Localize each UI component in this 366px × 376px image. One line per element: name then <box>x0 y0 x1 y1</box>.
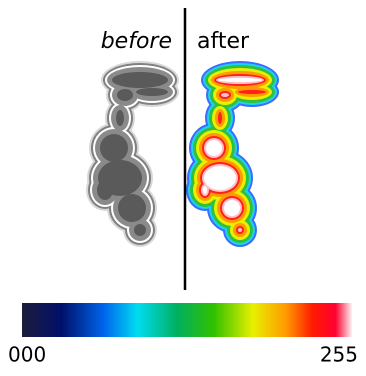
blob-region <box>117 89 133 101</box>
before-image <box>86 61 179 247</box>
comparison-figure: before after 000 255 <box>0 0 366 372</box>
blob-region <box>112 72 168 88</box>
blob-region <box>238 228 242 232</box>
blob-region <box>204 166 236 190</box>
blob-region <box>218 112 222 124</box>
scale-min-label: 000 <box>8 343 46 367</box>
blob-region <box>238 90 266 94</box>
blob-region <box>221 93 229 97</box>
blob-region <box>206 140 222 156</box>
blob-region <box>100 134 128 162</box>
blob-region <box>134 224 146 236</box>
after-label: after <box>197 29 250 54</box>
color-scale-bar <box>22 303 352 337</box>
page: before after 000 255 (() => { const data… <box>0 0 366 372</box>
blob-region <box>116 110 124 126</box>
blob-region <box>97 180 113 200</box>
blob-region <box>224 200 240 216</box>
blob-region <box>136 88 168 96</box>
blob-region <box>118 194 146 222</box>
scale-max-label: 255 <box>320 343 358 367</box>
before-label: before <box>101 29 172 54</box>
blob-region <box>218 78 262 82</box>
after-image <box>186 61 279 247</box>
blob-region <box>203 186 207 194</box>
